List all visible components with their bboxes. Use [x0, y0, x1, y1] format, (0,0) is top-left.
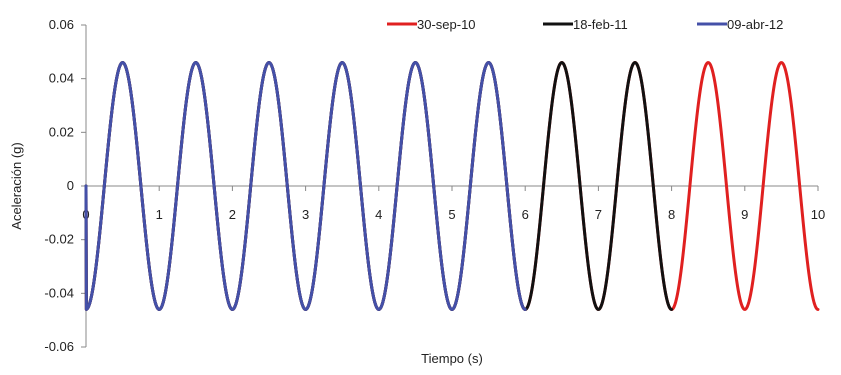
legend-label: 09-abr-12	[727, 17, 783, 32]
series-line-09-abr-12	[84, 61, 527, 311]
y-tick-label: 0.04	[49, 71, 74, 86]
series-lines	[84, 61, 820, 311]
y-tick-label: 0.06	[49, 17, 74, 32]
legend-label: 30-sep-10	[417, 17, 476, 32]
x-tick-label: 2	[229, 207, 236, 222]
x-tick-label: 10	[811, 207, 825, 222]
legend-label: 18-feb-11	[573, 17, 628, 32]
x-ticks: 0 1 2 3 4 5 6 7 8 9 10	[82, 186, 825, 222]
x-axis-title: Tiempo (s)	[421, 351, 483, 366]
x-tick-label: 1	[156, 207, 163, 222]
x-tick-label: 7	[595, 207, 602, 222]
y-ticks: 0.06 0.04 0.02 0 -0.02 -0.04 -0.06	[44, 17, 86, 354]
x-tick-label: 3	[302, 207, 309, 222]
y-axis-title: Aceleración (g)	[9, 142, 24, 229]
x-tick-label: 8	[668, 207, 675, 222]
y-tick-label: -0.02	[44, 232, 74, 247]
legend: 30-sep-10 18-feb-11 09-abr-12	[387, 17, 783, 32]
x-tick-label: 9	[741, 207, 748, 222]
y-tick-label: 0	[67, 178, 74, 193]
x-tick-label: 6	[522, 207, 529, 222]
x-tick-label: 5	[448, 207, 455, 222]
y-tick-label: -0.06	[44, 339, 74, 354]
y-tick-label: 0.02	[49, 124, 74, 139]
y-tick-label: -0.04	[44, 285, 74, 300]
x-tick-label: 4	[375, 207, 382, 222]
